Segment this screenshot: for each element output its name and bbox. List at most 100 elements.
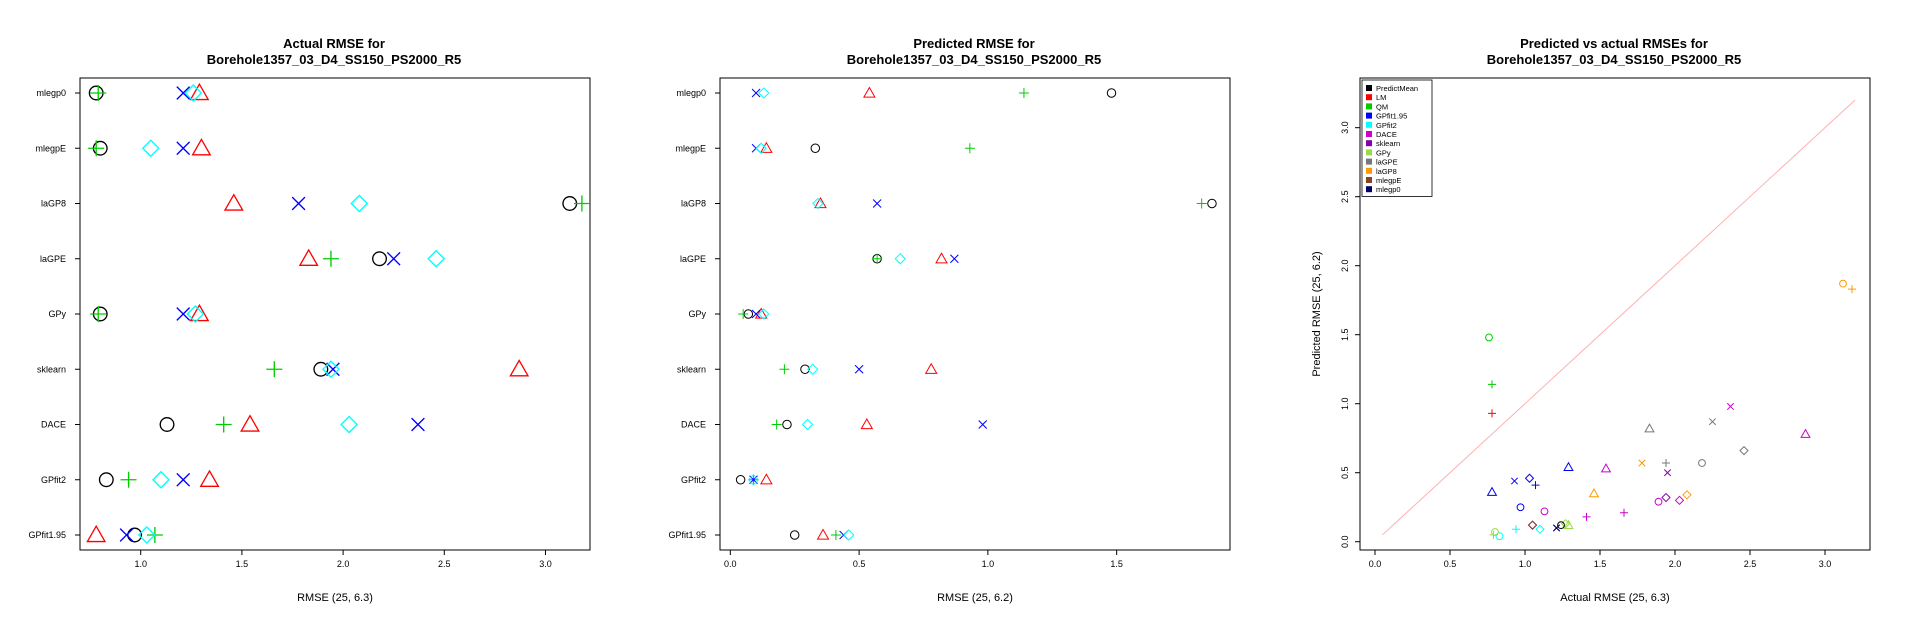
- predicted-rmse-panel: Predicted RMSE for Borehole1357_03_D4_SS…: [668, 36, 1231, 604]
- data-point: [240, 414, 260, 432]
- data-point: [894, 253, 907, 265]
- data-point: [120, 471, 137, 488]
- legend-label: GPfit2: [1376, 121, 1397, 130]
- legend-label: sklearn: [1376, 139, 1400, 148]
- data-point: [266, 361, 283, 378]
- data-point: [186, 305, 205, 323]
- data-point: [223, 193, 244, 211]
- category-label: DACE: [41, 420, 66, 430]
- data-point: [1582, 512, 1591, 521]
- data-point: [1485, 333, 1493, 342]
- data-point: [90, 306, 107, 322]
- data-point: [88, 140, 105, 157]
- data-point: [843, 529, 855, 541]
- category-label: GPfit1.95: [668, 530, 706, 540]
- y-axis-label: Predicted RMSE (25, 6.2): [1311, 251, 1323, 376]
- data-point: [1698, 459, 1706, 467]
- data-point: [176, 141, 191, 156]
- legend-label: QM: [1376, 102, 1388, 111]
- x-tick-label: 0.5: [853, 559, 866, 569]
- plot-frame: [719, 77, 1231, 551]
- category-label: mlegp0: [676, 88, 706, 98]
- category-label: sklearn: [37, 364, 66, 374]
- data-point: [1524, 473, 1535, 483]
- x-tick-label: 3.0: [539, 559, 552, 569]
- data-point: [1527, 520, 1538, 530]
- data-point: [754, 307, 768, 319]
- category-label: laGPE: [680, 254, 706, 264]
- panel-title-line-1: Actual RMSE for: [283, 36, 385, 51]
- panel-title-line-2: Borehole1357_03_D4_SS150_PS2000_R5: [1487, 52, 1741, 67]
- data-point: [863, 86, 876, 98]
- data-point: [1708, 418, 1717, 426]
- data-point: [326, 362, 340, 377]
- x-axis-label: RMSE (25, 6.2): [937, 592, 1013, 604]
- legend-swatch: [1366, 112, 1372, 119]
- data-point: [872, 199, 882, 208]
- legend-swatch: [1366, 186, 1372, 193]
- data-point: [372, 251, 387, 267]
- panel-title-line-1: Predicted vs actual RMSEs for: [1520, 36, 1708, 51]
- data-point: [98, 472, 114, 488]
- data-point: [810, 143, 821, 153]
- y-tick-label: 0.0: [1340, 535, 1350, 548]
- data-point: [159, 417, 175, 432]
- data-point: [760, 141, 773, 153]
- x-tick-label: 1.5: [1110, 559, 1123, 569]
- category-label: sklearn: [677, 364, 706, 374]
- data-point: [950, 254, 959, 264]
- panel-title-line-2: Borehole1357_03_D4_SS150_PS2000_R5: [207, 52, 461, 67]
- data-point: [735, 475, 746, 485]
- data-point: [189, 82, 210, 101]
- data-point: [411, 417, 425, 432]
- data-point: [291, 196, 306, 211]
- data-point: [771, 419, 782, 430]
- data-point: [176, 472, 191, 487]
- panel-title-line-1: Predicted RMSE for: [913, 36, 1034, 51]
- data-point: [313, 361, 329, 377]
- data-point: [755, 142, 767, 154]
- category-label: GPfit1.95: [28, 530, 66, 540]
- legend-swatch: [1366, 94, 1372, 101]
- data-point: [1839, 279, 1847, 288]
- data-point: [1563, 461, 1574, 471]
- legend-swatch: [1366, 131, 1372, 137]
- x-axis-label: RMSE (25, 6.3): [297, 592, 373, 604]
- legend-label: laGP8: [1376, 167, 1397, 176]
- x-tick-label: 1.0: [982, 559, 995, 569]
- x-tick-label: 1.5: [236, 559, 249, 569]
- category-label: mlegpE: [675, 143, 706, 153]
- data-point: [86, 524, 107, 543]
- data-point: [119, 528, 134, 542]
- plot-frame: [1359, 77, 1871, 551]
- data-point: [1552, 524, 1561, 532]
- category-label: laGP8: [681, 199, 706, 209]
- data-point: [137, 526, 156, 544]
- data-point: [573, 195, 590, 212]
- data-point: [427, 249, 446, 268]
- data-point: [1495, 532, 1504, 541]
- data-point: [1654, 497, 1663, 506]
- data-point: [751, 309, 761, 319]
- data-point: [816, 528, 830, 540]
- legend-swatch: [1366, 103, 1372, 110]
- category-label: laGP8: [41, 199, 66, 209]
- legend-label: laGPE: [1376, 158, 1398, 167]
- data-point: [1486, 486, 1498, 496]
- x-tick-label: 1.0: [134, 559, 147, 569]
- data-point: [1800, 428, 1811, 438]
- data-point: [1527, 520, 1538, 530]
- data-point: [747, 474, 760, 486]
- data-point: [1638, 459, 1646, 467]
- data-point: [1018, 88, 1029, 98]
- y-tick-label: 1.0: [1340, 397, 1350, 410]
- data-point: [1588, 488, 1600, 498]
- data-point: [509, 359, 530, 377]
- data-point: [1510, 477, 1519, 485]
- data-point: [758, 87, 770, 99]
- data-point: [90, 85, 107, 101]
- legend-swatch: [1366, 121, 1372, 128]
- data-point: [1563, 519, 1574, 529]
- data-point: [1682, 490, 1692, 500]
